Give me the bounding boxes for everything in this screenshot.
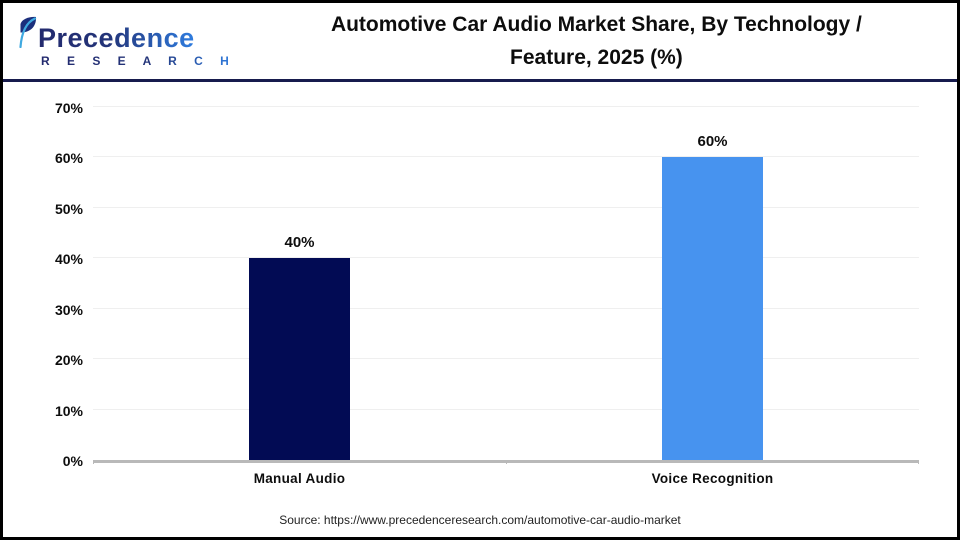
value-label-manual-audio: 40% xyxy=(284,234,315,252)
chart-title-line-2: Feature, 2025 (%) xyxy=(510,46,683,69)
category-label-manual-audio: Manual Audio xyxy=(253,471,346,486)
source-attribution: Source: https://www.precedenceresearch.c… xyxy=(279,513,681,527)
value-label-voice-recognition: 60% xyxy=(697,133,728,151)
chart-region: 0% 10% 20% 30% 40% 50% 60% 70% 40% Manual Audio 6… xyxy=(3,82,957,537)
header-separator xyxy=(3,79,957,82)
x-axis-boundary-tick xyxy=(93,460,94,464)
plot-area: 40% Manual Audio 60% Voice Recognition xyxy=(93,106,919,486)
category-label-voice-recognition: Voice Recognition xyxy=(651,471,774,486)
gridline xyxy=(93,307,919,309)
header: Precedence R E S E A R C H Automotive Ca… xyxy=(3,3,957,79)
y-tick-label: 20% xyxy=(54,352,83,369)
gridline xyxy=(93,408,919,410)
bar-voice-recognition xyxy=(662,157,763,460)
gridline xyxy=(93,156,919,158)
y-tick-label: 40% xyxy=(54,251,83,268)
brand-subtitle: R E S E A R C H xyxy=(41,53,236,68)
y-axis-labels: 0% 10% 20% 30% 40% 50% 60% 70% xyxy=(3,100,83,469)
bar-manual-audio xyxy=(249,258,350,460)
leaf-logo-icon xyxy=(17,16,37,52)
x-axis-boundary-tick xyxy=(918,460,919,464)
x-axis-boundary-tick xyxy=(506,460,507,464)
gridline xyxy=(93,358,919,360)
brand-logo: Precedence R E S E A R C H xyxy=(17,16,236,67)
gridline xyxy=(93,257,919,259)
y-tick-label: 10% xyxy=(54,402,83,419)
gridline xyxy=(93,206,919,208)
y-tick-label: 60% xyxy=(54,150,83,167)
y-tick-label: 0% xyxy=(62,453,83,469)
chart-title-line-1: Automotive Car Audio Market Share, By Te… xyxy=(330,13,862,36)
y-tick-label: 30% xyxy=(54,301,83,318)
title-block: Automotive Car Audio Market Share, By Te… xyxy=(236,8,957,74)
y-tick-label: 50% xyxy=(54,200,83,217)
y-tick-label: 70% xyxy=(54,100,83,116)
gridline xyxy=(93,106,919,107)
brand-name: Precedence xyxy=(38,22,195,53)
